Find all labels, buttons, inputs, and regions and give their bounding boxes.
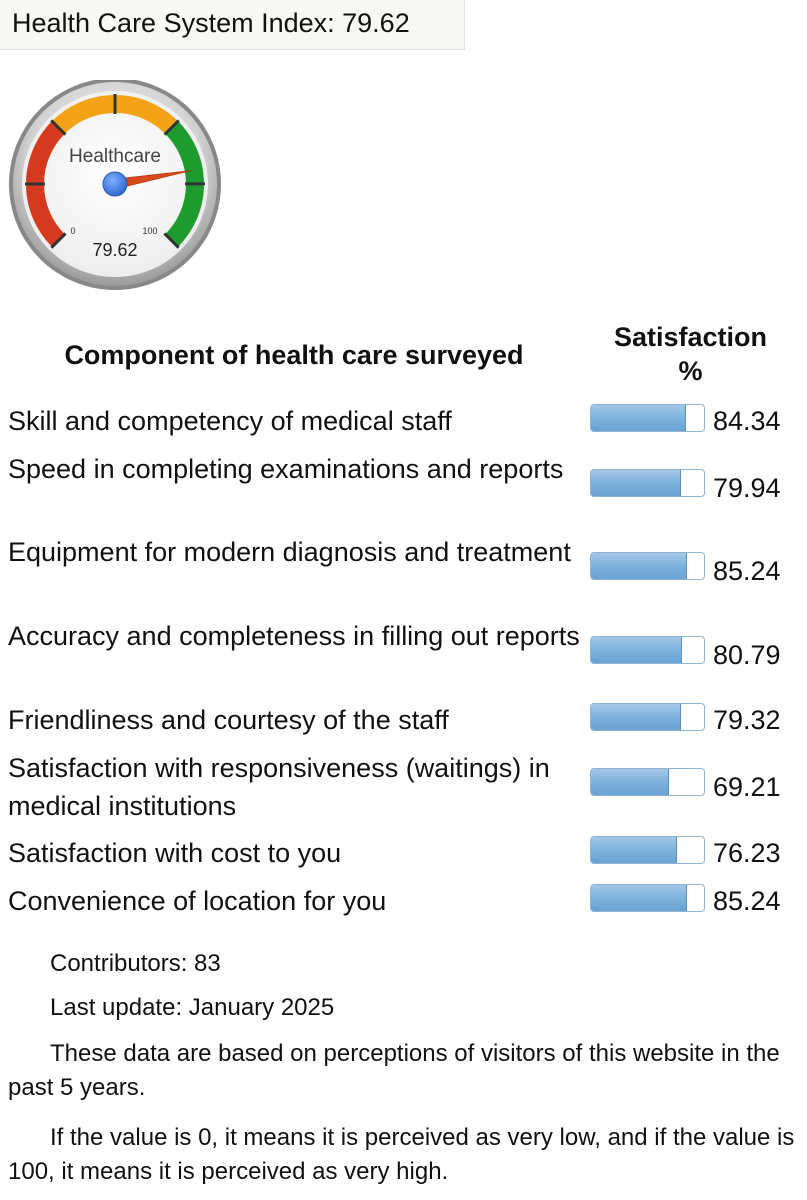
healthcare-gauge: Healthcare 0 100 79.62	[5, 80, 225, 300]
component-column-header: Component of health care surveyed	[64, 340, 524, 370]
satisfaction-bar-fill	[591, 769, 670, 795]
satisfaction-bar-fill	[591, 553, 688, 579]
satisfaction-bar	[590, 884, 705, 912]
row-label: Convenience of location for you	[8, 886, 387, 916]
satisfaction-bar	[590, 552, 705, 580]
satisfaction-bar	[590, 404, 705, 432]
satisfaction-bar-fill	[591, 637, 683, 663]
row-value: 85.24	[713, 556, 781, 586]
gauge-tick	[50, 232, 67, 249]
satisfaction-bar-fill	[591, 470, 682, 496]
row-value: 80.79	[713, 640, 781, 670]
contributors-count: Contributors: 83	[50, 950, 221, 977]
gauge-svg: Healthcare 0 100 79.62	[9, 80, 221, 290]
satisfaction-header-title: Satisfaction	[613, 322, 768, 352]
row-label: Satisfaction with responsiveness (waitin…	[8, 753, 550, 821]
satisfaction-bar	[590, 469, 705, 497]
row-label: Satisfaction with cost to you	[8, 838, 342, 868]
satisfaction-bar	[590, 836, 705, 864]
row-value: 76.23	[713, 838, 781, 868]
gauge-tick	[163, 119, 180, 136]
row-value: 84.34	[713, 406, 781, 436]
row-label: Skill and competency of medical staff	[8, 406, 452, 436]
row-value: 69.21	[713, 772, 781, 802]
last-update: Last update: January 2025	[50, 994, 335, 1021]
satisfaction-bar-fill	[591, 704, 681, 730]
row-value: 79.32	[713, 705, 781, 735]
gauge-tick	[163, 232, 180, 249]
satisfaction-column-header: Satisfaction %	[588, 320, 793, 388]
scale-note: If the value is 0, it means it is percei…	[8, 1124, 795, 1185]
gauge-value-text: 79.62	[92, 240, 137, 260]
satisfaction-bar-fill	[591, 405, 687, 431]
gauge-max-label: 100	[142, 226, 157, 236]
row-value: 85.24	[713, 886, 781, 916]
data-note: These data are based on perceptions of v…	[8, 1040, 780, 1101]
satisfaction-bar	[590, 703, 705, 731]
satisfaction-bar	[590, 768, 705, 796]
satisfaction-header-unit: %	[678, 356, 703, 386]
page-title: Health Care System Index: 79.62	[12, 8, 410, 38]
gauge-ticks	[24, 94, 206, 249]
row-label: Speed in completing examinations and rep…	[8, 454, 564, 484]
row-label: Accuracy and completeness in filling out…	[8, 621, 580, 651]
gauge-tick	[50, 119, 67, 136]
gauge-min-label: 0	[70, 226, 75, 236]
satisfaction-bar-fill	[591, 885, 688, 911]
gauge-hub	[102, 171, 128, 197]
row-label: Equipment for modern diagnosis and treat…	[8, 537, 571, 567]
satisfaction-bar-fill	[591, 837, 678, 863]
row-label: Friendliness and courtesy of the staff	[8, 705, 449, 735]
gauge-label: Healthcare	[69, 146, 161, 167]
satisfaction-bar	[590, 636, 705, 664]
row-value: 79.94	[713, 473, 781, 503]
index-header: Health Care System Index: 79.62	[0, 0, 465, 50]
